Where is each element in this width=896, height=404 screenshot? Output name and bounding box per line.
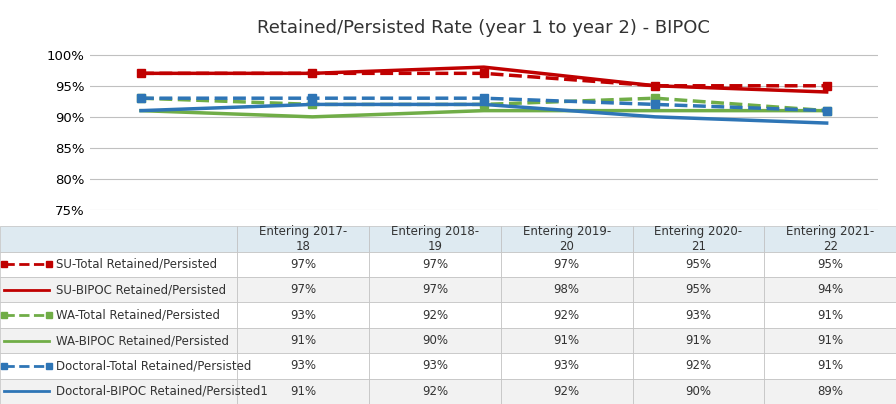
Text: 93%: 93% bbox=[685, 309, 711, 322]
Text: 93%: 93% bbox=[290, 309, 316, 322]
Text: 89%: 89% bbox=[817, 385, 843, 398]
Text: Entering 2018-
19: Entering 2018- 19 bbox=[391, 225, 479, 253]
Text: 91%: 91% bbox=[817, 334, 843, 347]
Text: Entering 2020-
21: Entering 2020- 21 bbox=[654, 225, 743, 253]
Text: Entering 2019-
20: Entering 2019- 20 bbox=[522, 225, 611, 253]
Text: 93%: 93% bbox=[422, 360, 448, 372]
Text: 91%: 91% bbox=[554, 334, 580, 347]
Text: 94%: 94% bbox=[817, 283, 843, 296]
Text: 91%: 91% bbox=[817, 360, 843, 372]
Text: 91%: 91% bbox=[290, 334, 316, 347]
Text: 90%: 90% bbox=[685, 385, 711, 398]
Text: Entering 2017-
18: Entering 2017- 18 bbox=[259, 225, 348, 253]
Text: 97%: 97% bbox=[422, 283, 448, 296]
Text: 92%: 92% bbox=[554, 309, 580, 322]
Text: 90%: 90% bbox=[422, 334, 448, 347]
Text: WA-BIPOC Retained/Persisted: WA-BIPOC Retained/Persisted bbox=[56, 334, 229, 347]
Text: 95%: 95% bbox=[685, 283, 711, 296]
Text: Retained/Persisted Rate (year 1 to year 2) - BIPOC: Retained/Persisted Rate (year 1 to year … bbox=[257, 19, 711, 37]
Text: 97%: 97% bbox=[290, 258, 316, 271]
Text: 93%: 93% bbox=[554, 360, 580, 372]
Text: 92%: 92% bbox=[554, 385, 580, 398]
Text: 92%: 92% bbox=[685, 360, 711, 372]
Text: 97%: 97% bbox=[290, 283, 316, 296]
Text: 93%: 93% bbox=[290, 360, 316, 372]
Text: Doctoral-BIPOC Retained/Persisted1: Doctoral-BIPOC Retained/Persisted1 bbox=[56, 385, 268, 398]
Text: 91%: 91% bbox=[290, 385, 316, 398]
Text: 97%: 97% bbox=[554, 258, 580, 271]
Text: Doctoral-Total Retained/Persisted: Doctoral-Total Retained/Persisted bbox=[56, 360, 252, 372]
Text: Entering 2021-
22: Entering 2021- 22 bbox=[786, 225, 874, 253]
Text: SU-BIPOC Retained/Persisted: SU-BIPOC Retained/Persisted bbox=[56, 283, 227, 296]
Text: WA-Total Retained/Persisted: WA-Total Retained/Persisted bbox=[56, 309, 220, 322]
Text: 91%: 91% bbox=[685, 334, 711, 347]
Text: 92%: 92% bbox=[422, 309, 448, 322]
Text: 91%: 91% bbox=[817, 309, 843, 322]
Text: 95%: 95% bbox=[685, 258, 711, 271]
Text: SU-Total Retained/Persisted: SU-Total Retained/Persisted bbox=[56, 258, 218, 271]
Text: 95%: 95% bbox=[817, 258, 843, 271]
Text: 92%: 92% bbox=[422, 385, 448, 398]
Text: 97%: 97% bbox=[422, 258, 448, 271]
Text: 98%: 98% bbox=[554, 283, 580, 296]
